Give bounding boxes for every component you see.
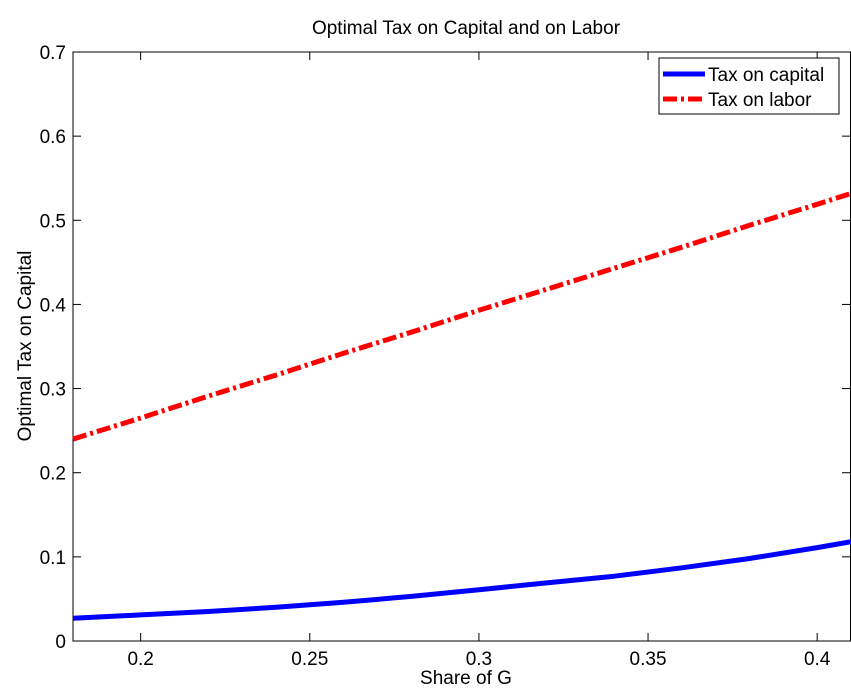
plot-area: 0.2 0.25 0.3 0.35 0.4 0 0.1 0.2 0.3 0.4 0.5 0.6 0.7: [40, 43, 851, 670]
ticks-layer: 0.2 0.25 0.3 0.35 0.4 0 0.1 0.2 0.3 0.4 0.5 0.6 0.7: [40, 43, 850, 670]
y-tick-label: 0.3: [40, 380, 66, 401]
y-axis-label: Optimal Tax on Capital: [15, 251, 36, 442]
y-tick-label: 0: [55, 632, 66, 653]
x-tick-label: 0.35: [630, 649, 667, 670]
legend-label: Tax on capital: [708, 65, 824, 86]
y-tick-label: 0.6: [40, 127, 66, 148]
plot-frame: [72, 51, 851, 642]
legend: Tax on capital Tax on labor: [658, 57, 840, 115]
y-tick-label: 0.5: [40, 211, 66, 232]
y-tick-label: 0.2: [40, 464, 66, 485]
x-axis-label: Share of G: [420, 668, 512, 689]
x-tick-label: 0.3: [466, 649, 492, 670]
series-layer: [72, 191, 851, 621]
y-tick-label: 0.7: [40, 43, 66, 64]
x-tick-label: 0.4: [804, 649, 831, 670]
legend-label: Tax on labor: [708, 90, 812, 111]
y-tick-label: 0.4: [40, 295, 67, 316]
series-line: [72, 191, 851, 442]
y-tick-label: 0.1: [40, 548, 66, 569]
x-tick-label: 0.2: [127, 649, 153, 670]
x-tick-label: 0.25: [291, 649, 328, 670]
series-line: [72, 539, 851, 621]
chart-title: Optimal Tax on Capital and on Labor: [312, 18, 621, 39]
legend-box: [658, 57, 840, 115]
